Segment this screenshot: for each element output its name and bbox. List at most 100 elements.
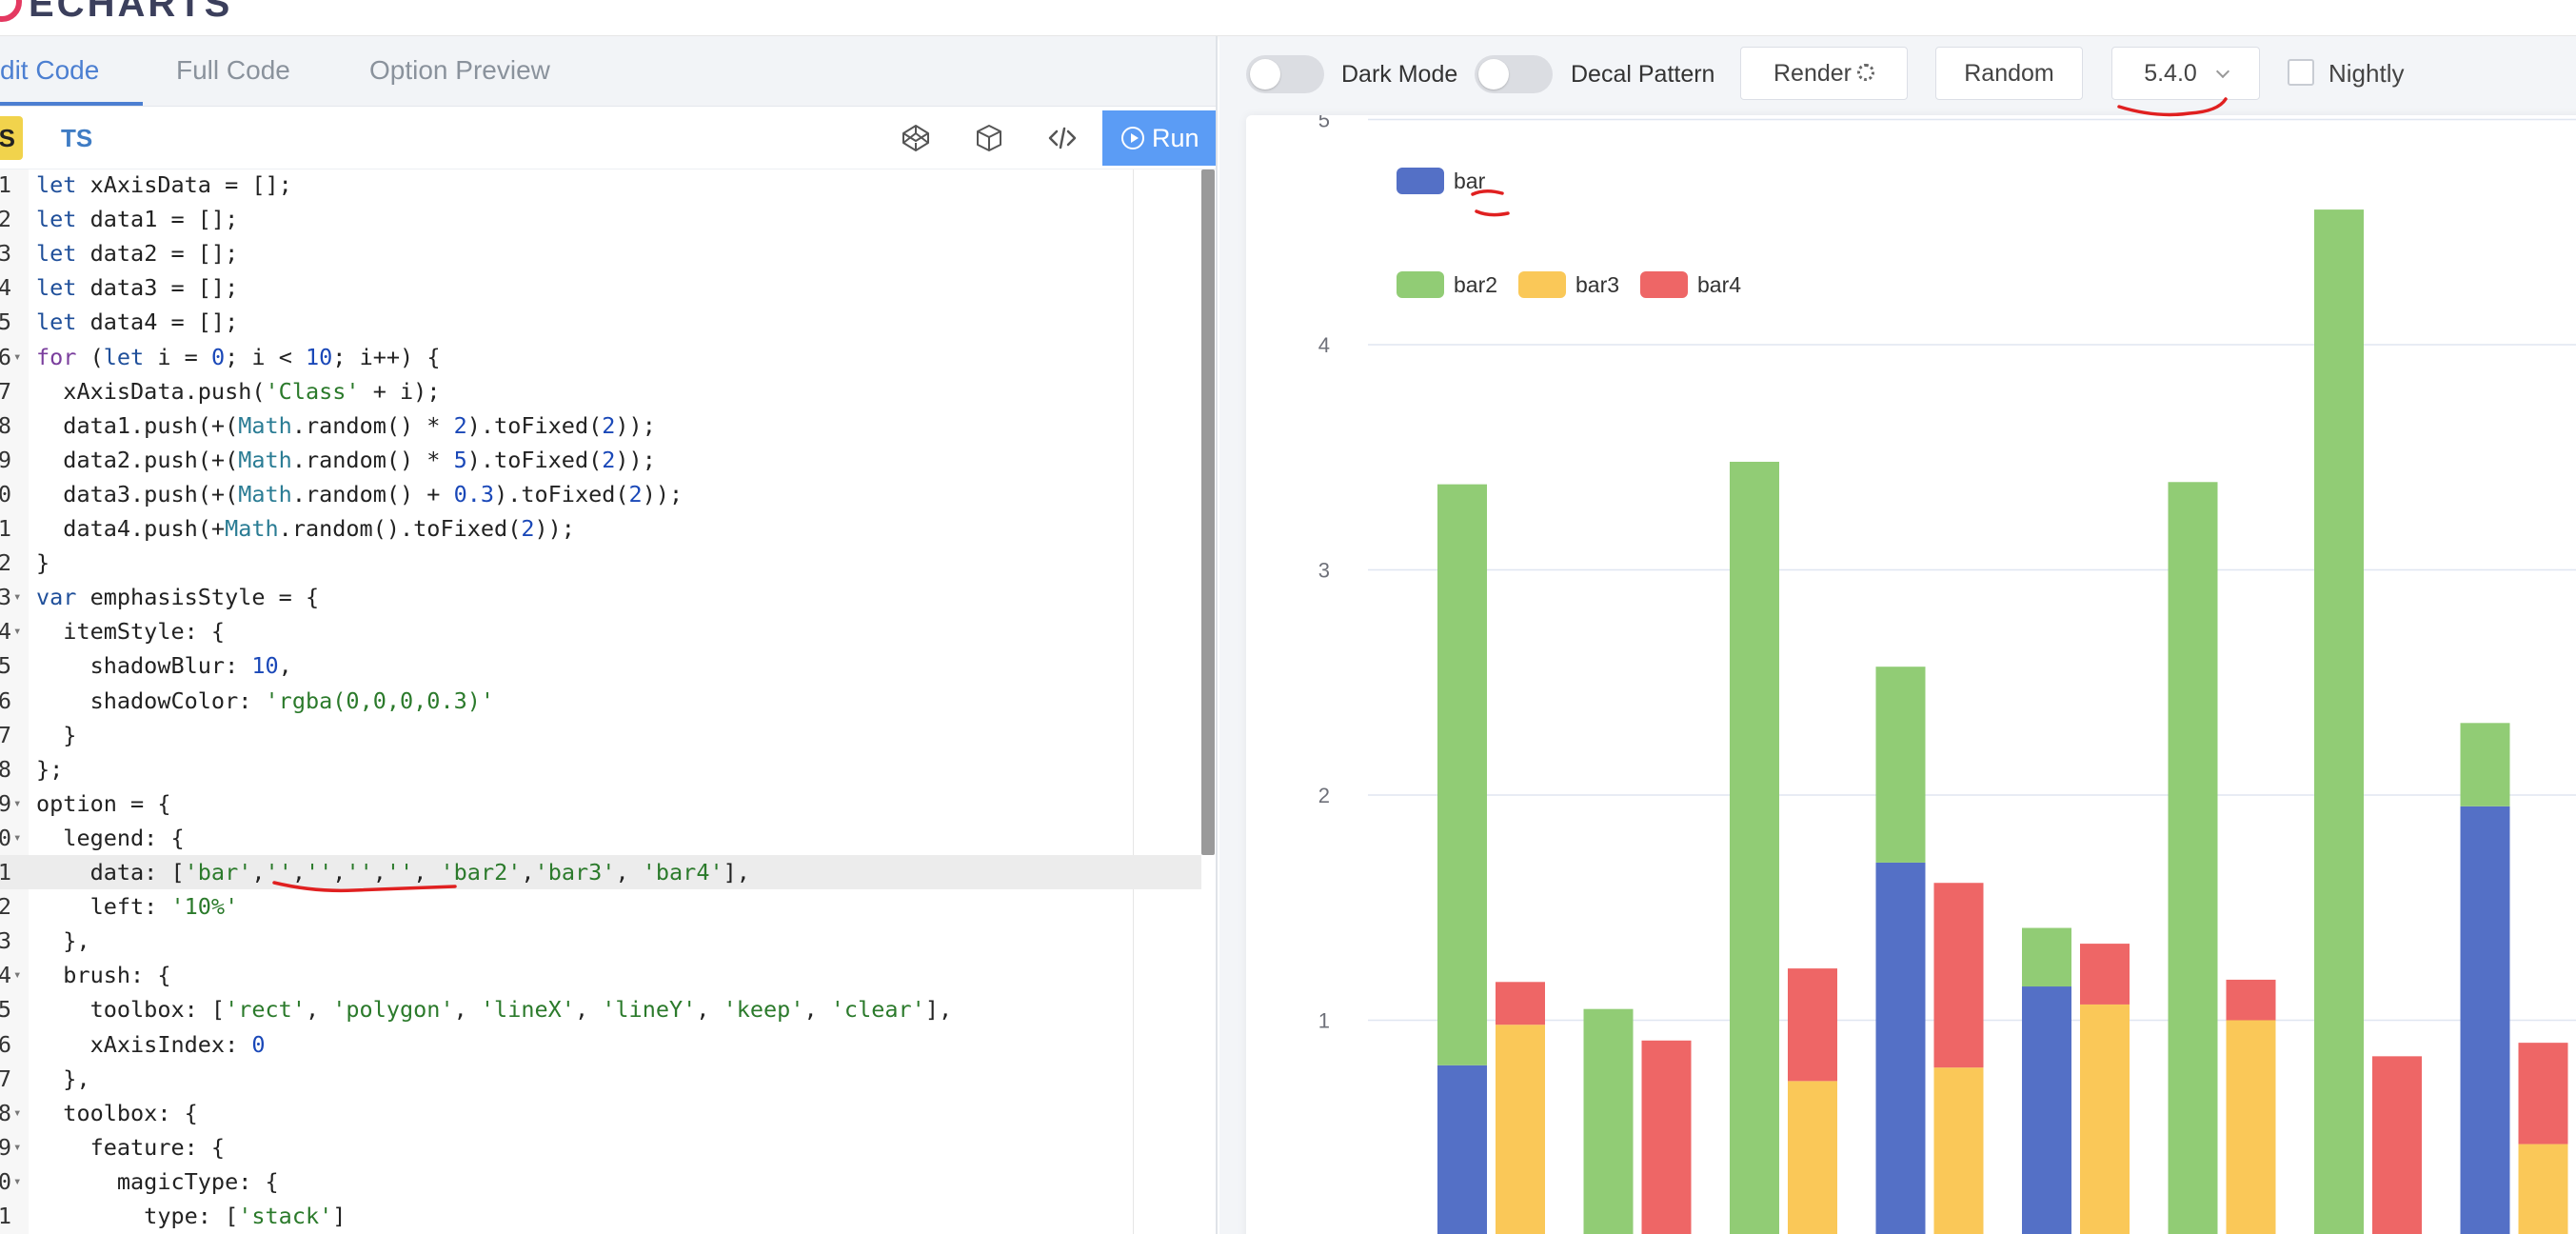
editor-scrollbar[interactable] [1201,169,1215,855]
code-text: shadowBlur: 10, [36,652,292,680]
legend-swatch [1397,168,1444,194]
code-line[interactable]: 27 }, [0,1062,1201,1096]
code-line[interactable]: 30▾ magicType: { [0,1164,1201,1199]
fold-arrow-icon[interactable]: ▾ [13,624,22,640]
lang-js-button[interactable]: S [0,116,23,160]
code-line[interactable]: 12} [0,546,1201,580]
code-line[interactable]: 5 let data4 = []; [0,305,1201,339]
code-text: shadowColor: 'rgba(0,0,0,0.3)' [36,687,495,714]
bar-segment-bar4 [1641,1040,1692,1234]
codepen-icon[interactable] [901,123,931,153]
line-number: 8 [0,408,11,443]
fold-arrow-icon[interactable]: ▾ [13,829,22,846]
fold-arrow-icon[interactable]: ▾ [13,589,22,606]
bar-segment-bar2 [1730,461,1779,1234]
code-line[interactable]: 1 let xAxisData = []; [0,168,1201,202]
line-number: 14 [0,614,11,648]
code-text: type: ['stack'] [36,1203,347,1229]
code-line[interactable]: 19▾ option = { [0,786,1201,821]
code-line[interactable]: 9 data2.push(+(Math.random() * 5).toFixe… [0,443,1201,477]
code-line[interactable]: 7 xAxisData.push('Class' + i); [0,374,1201,408]
code-line[interactable]: 13▾ var emphasisStyle = { [0,580,1201,614]
line-number: 10 [0,477,11,511]
tab-option-preview[interactable]: Option Preview [369,55,550,85]
line-number: 26 [0,1027,11,1062]
code-line[interactable]: 23 }, [0,924,1201,958]
code-text: data1.push(+(Math.random() * 2).toFixed(… [36,411,656,439]
dark-mode-toggle[interactable] [1246,55,1324,93]
code-line[interactable]: 31 type: ['stack'] [0,1199,1201,1233]
render-button[interactable]: Render [1740,47,1908,100]
code-line[interactable]: 11 data4.push(+Math.random().toFixed(2))… [0,511,1201,546]
line-gutter [0,169,29,1234]
code-line[interactable]: 14▾ itemStyle: { [0,614,1201,648]
code-line[interactable]: 28▾ toolbox: { [0,1096,1201,1130]
nightly-checkbox[interactable] [2288,59,2314,86]
bar-chart[interactable]: 1 2 3 4 5 bar bar2 bar3 bar4 [1246,115,2576,1234]
run-button[interactable]: Run [1102,110,1216,166]
code-line[interactable]: 29▾ feature: { [0,1130,1201,1164]
code-line[interactable]: 18}; [0,752,1201,786]
embed-code-icon[interactable] [1047,123,1078,153]
version-value: 5.4.0 [2144,60,2197,87]
echarts-logo-icon[interactable] [0,0,25,25]
line-number: 3 [0,236,11,270]
code-line[interactable]: 20▾ legend: { [0,821,1201,855]
line-number: 18 [0,752,11,786]
decal-pattern-toggle[interactable] [1475,55,1553,93]
random-label: Random [1964,60,2054,87]
fold-arrow-icon[interactable]: ▾ [13,795,22,811]
bar-segment-bar2 [1875,667,1926,863]
code-line[interactable]: 17 } [0,718,1201,752]
code-line[interactable]: 3 let data2 = []; [0,236,1201,270]
fold-arrow-icon[interactable]: ▾ [13,1173,22,1189]
code-line[interactable]: 2 let data1 = []; [0,202,1201,236]
fold-arrow-icon[interactable]: ▾ [13,348,22,365]
y-tick-label: 5 [1318,115,1330,132]
code-editor[interactable]: 1 let xAxisData = []; 2 let data1 = []; 3 let… [0,168,1216,1234]
random-button[interactable]: Random [1935,47,2083,100]
code-text: } [36,549,50,577]
fold-arrow-icon[interactable]: ▾ [13,1105,22,1121]
chart-container[interactable]: 1 2 3 4 5 bar bar2 bar3 bar4 [1246,115,2576,1234]
code-text: }, [36,927,90,955]
bar-segment-bar3 [1933,1067,1984,1234]
line-number: 24 [0,958,11,992]
editor-toolbar: S TS Run [0,107,1216,169]
bar-segment-bar3 [2080,1004,2130,1234]
code-text: data4.push(+Math.random().toFixed(2)); [36,515,575,542]
toggle-knob [1250,59,1280,90]
line-number: 4 [0,270,11,305]
fold-arrow-icon[interactable]: ▾ [13,1139,22,1155]
code-line[interactable]: 21 data: ['bar','','','','', 'bar2','bar… [0,855,1201,889]
bar-segment-bar3 [2518,1144,2568,1234]
tab-full-code[interactable]: Full Code [176,55,290,85]
code-line[interactable]: 15 shadowBlur: 10, [0,648,1201,683]
code-text: xAxisIndex: 0 [36,1030,266,1058]
legend-label: bar4 [1697,272,1741,297]
version-select[interactable]: 5.4.0 [2111,47,2260,100]
logo-wordmark: ECHARTS [29,0,233,25]
code-line[interactable]: 24▾ brush: { [0,958,1201,992]
legend-label: bar2 [1454,272,1497,297]
code-line[interactable]: 26 xAxisIndex: 0 [0,1027,1201,1062]
lang-ts-button[interactable]: TS [61,124,93,152]
bar-segment-bar4 [1933,883,1984,1068]
code-line[interactable]: 8 data1.push(+(Math.random() * 2).toFixe… [0,408,1201,443]
fold-arrow-icon[interactable]: ▾ [13,967,22,984]
line-number: 15 [0,648,11,683]
code-text: data2.push(+(Math.random() * 5).toFixed(… [36,446,656,473]
editor-tabs: dit Code Full Code Option Preview [0,36,1216,107]
bar-segment-bar [1437,1065,1487,1234]
code-line[interactable]: 22 left: '10%' [0,889,1201,924]
code-line[interactable]: 6▾ for (let i = 0; i < 10; i++) { [0,340,1201,374]
code-line[interactable]: 25 toolbox: ['rect', 'polygon', 'lineX',… [0,992,1201,1026]
code-text: let data2 = []; [36,240,239,268]
code-line[interactable]: 4 let data3 = []; [0,270,1201,305]
codesandbox-icon[interactable] [974,123,1004,153]
tab-edit-code[interactable]: dit Code [0,55,100,85]
code-line[interactable]: 10 data3.push(+(Math.random() + 0.3).toF… [0,477,1201,511]
gear-icon [1857,64,1874,82]
code-line[interactable]: 16 shadowColor: 'rgba(0,0,0,0.3)' [0,684,1201,718]
line-number: 30 [0,1164,11,1199]
